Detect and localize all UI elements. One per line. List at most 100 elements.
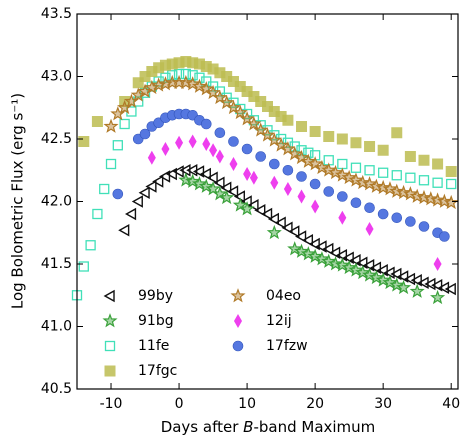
marker bbox=[364, 202, 375, 214]
marker bbox=[188, 134, 197, 149]
y-tick-label: 43.0 bbox=[41, 69, 72, 85]
marker bbox=[363, 259, 375, 272]
y-tick-label: 40.5 bbox=[41, 381, 72, 397]
marker bbox=[274, 216, 286, 229]
marker bbox=[193, 165, 205, 178]
marker bbox=[157, 76, 173, 91]
marker bbox=[255, 96, 267, 107]
marker bbox=[228, 136, 239, 147]
marker bbox=[348, 262, 364, 277]
marker bbox=[322, 242, 334, 256]
y-tick-label: 41.5 bbox=[41, 256, 72, 272]
marker bbox=[180, 68, 192, 80]
marker bbox=[389, 277, 405, 292]
marker bbox=[124, 207, 137, 221]
marker bbox=[247, 199, 259, 212]
marker bbox=[209, 143, 218, 158]
marker bbox=[382, 274, 398, 290]
marker bbox=[391, 212, 403, 224]
marker bbox=[396, 184, 412, 200]
marker bbox=[321, 253, 337, 268]
marker bbox=[221, 71, 233, 82]
marker bbox=[301, 234, 314, 247]
marker bbox=[350, 197, 362, 209]
marker bbox=[91, 116, 103, 127]
marker bbox=[241, 86, 253, 97]
marker bbox=[402, 186, 418, 201]
marker bbox=[365, 222, 374, 236]
legend-label: 99by bbox=[138, 288, 173, 304]
marker bbox=[416, 189, 432, 205]
legend-label: 17fzw bbox=[266, 338, 308, 354]
marker bbox=[269, 158, 280, 170]
marker bbox=[283, 182, 292, 196]
marker bbox=[309, 126, 321, 137]
marker bbox=[232, 197, 248, 212]
marker bbox=[167, 70, 178, 81]
marker bbox=[241, 143, 253, 155]
marker bbox=[397, 270, 409, 283]
marker bbox=[187, 70, 198, 81]
legend-marker bbox=[102, 313, 118, 328]
marker bbox=[334, 167, 350, 182]
marker bbox=[239, 201, 255, 216]
marker bbox=[219, 189, 235, 205]
marker bbox=[138, 186, 150, 199]
marker bbox=[409, 283, 425, 298]
y-tick-label: 41.0 bbox=[41, 319, 72, 335]
marker bbox=[145, 180, 157, 193]
marker bbox=[232, 104, 248, 120]
marker bbox=[296, 121, 308, 132]
marker bbox=[212, 186, 228, 201]
marker bbox=[266, 224, 282, 240]
marker bbox=[308, 237, 320, 251]
marker bbox=[323, 186, 335, 197]
marker bbox=[214, 127, 226, 139]
marker bbox=[350, 137, 362, 149]
marker bbox=[436, 193, 452, 208]
marker bbox=[391, 127, 403, 139]
marker bbox=[303, 147, 314, 158]
marker bbox=[185, 173, 201, 188]
marker bbox=[405, 172, 416, 183]
marker bbox=[369, 261, 382, 274]
y-axis-label: Log Bolometric Flux (erg s⁻¹) bbox=[9, 93, 27, 309]
marker bbox=[243, 167, 252, 181]
marker bbox=[321, 162, 337, 177]
marker bbox=[342, 251, 354, 264]
marker bbox=[213, 176, 225, 189]
marker bbox=[165, 167, 177, 181]
marker bbox=[175, 135, 184, 150]
marker bbox=[314, 159, 330, 175]
marker bbox=[103, 118, 119, 133]
marker bbox=[362, 176, 378, 191]
marker bbox=[267, 212, 280, 226]
marker bbox=[249, 170, 258, 185]
marker bbox=[198, 178, 214, 193]
marker bbox=[334, 257, 350, 272]
marker bbox=[191, 78, 207, 93]
marker bbox=[185, 76, 201, 91]
marker bbox=[300, 153, 316, 168]
marker bbox=[309, 178, 321, 190]
marker bbox=[337, 191, 348, 202]
marker bbox=[112, 140, 123, 151]
marker bbox=[200, 118, 212, 130]
marker bbox=[329, 246, 341, 259]
marker bbox=[287, 146, 303, 161]
marker bbox=[85, 240, 96, 251]
marker bbox=[132, 77, 144, 89]
marker bbox=[146, 66, 158, 77]
marker bbox=[147, 150, 156, 165]
marker bbox=[92, 208, 103, 220]
marker bbox=[314, 251, 330, 266]
marker bbox=[153, 62, 165, 74]
marker bbox=[362, 267, 378, 282]
x-label-part: Days after bbox=[161, 418, 243, 436]
marker bbox=[341, 259, 357, 275]
marker bbox=[315, 240, 327, 253]
marker bbox=[179, 164, 191, 177]
marker bbox=[151, 77, 167, 92]
marker bbox=[368, 178, 384, 193]
